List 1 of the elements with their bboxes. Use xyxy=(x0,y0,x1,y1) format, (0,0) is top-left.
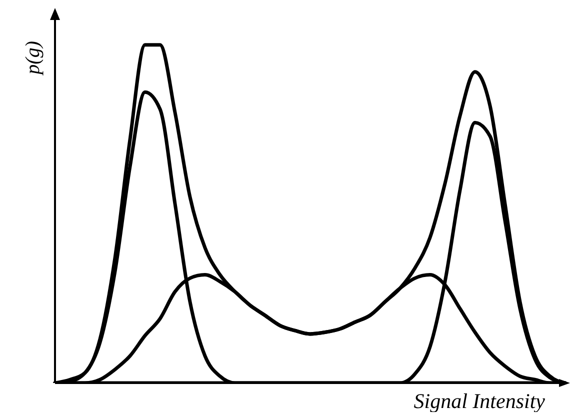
y-axis-title: p(g) xyxy=(22,40,44,76)
